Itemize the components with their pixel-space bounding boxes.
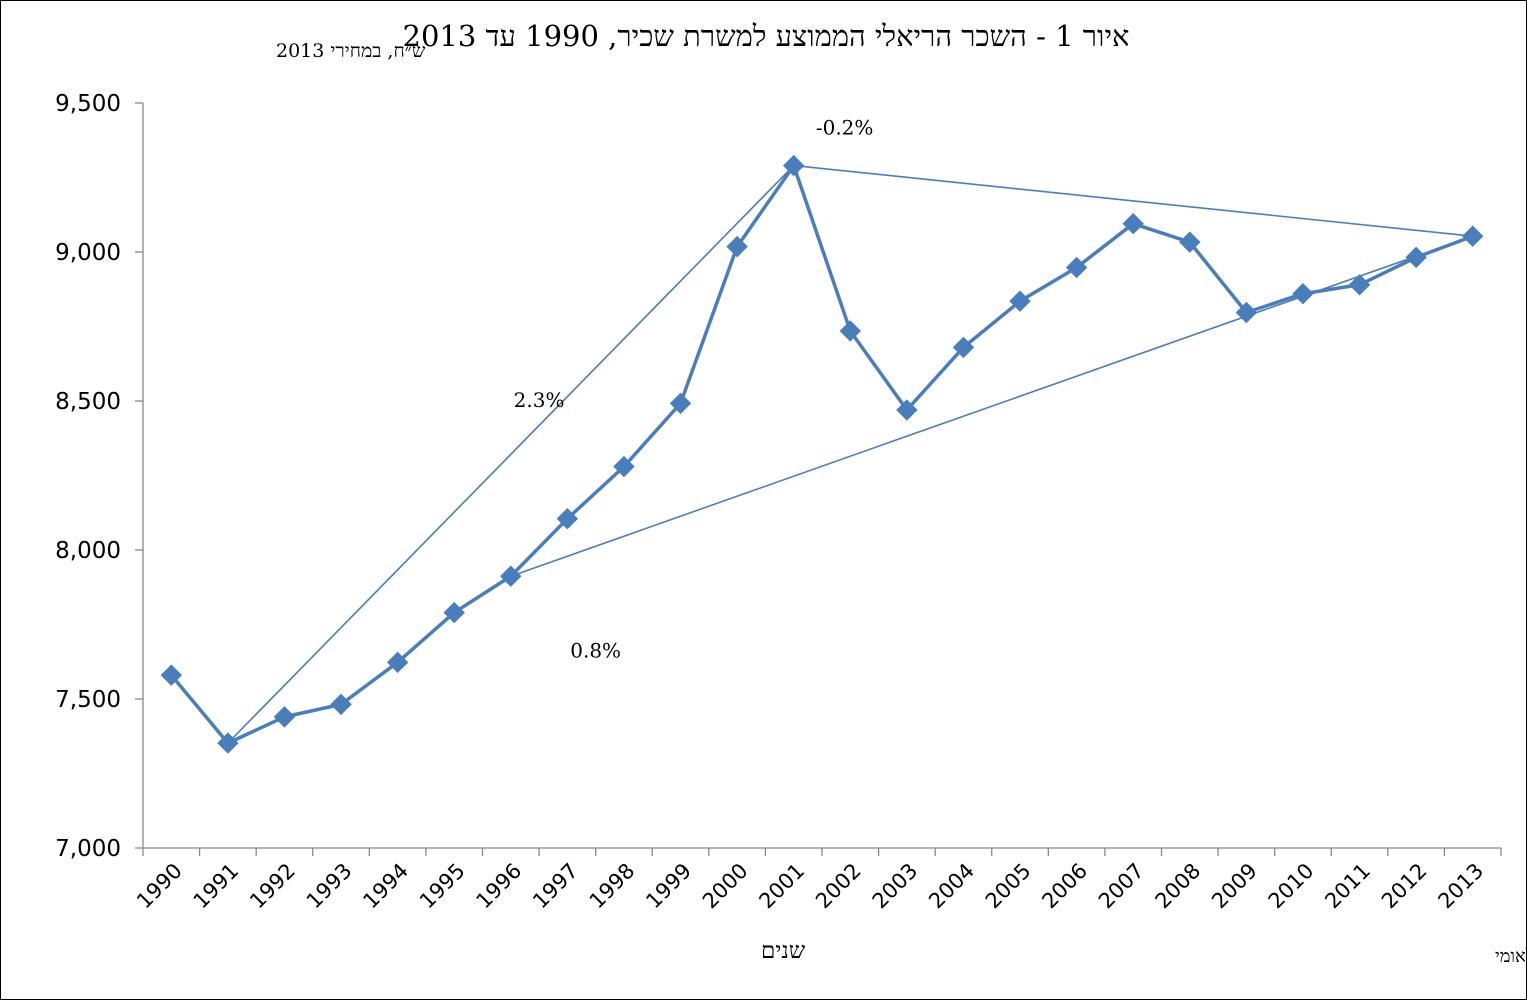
x-axis-title: שנים [761, 938, 806, 964]
x-tick-label: 1999 [641, 859, 696, 914]
x-tick-label: 1995 [415, 859, 470, 914]
data-point-marker [783, 154, 805, 177]
x-tick-label: 2004 [924, 859, 979, 914]
x-tick-label: 2008 [1151, 859, 1206, 914]
trend-lines [227, 164, 1473, 744]
x-tick-label: 1990 [132, 859, 187, 914]
chart-title: איור 1 - השכר הריאלי הממוצע למשרת שכיר, … [403, 19, 1130, 53]
trend-label: -0.2% [816, 115, 874, 139]
x-tick-label: 2011 [1320, 859, 1375, 914]
data-point-marker [443, 601, 465, 624]
data-point-marker [1235, 301, 1258, 324]
series-line [169, 163, 1474, 745]
data-point-marker [896, 399, 918, 421]
data-point-marker [160, 664, 182, 686]
x-tick-label: 1997 [528, 859, 583, 914]
x-tick-label: 1994 [358, 859, 413, 914]
x-tick-label: 2012 [1377, 859, 1432, 914]
trend-line [510, 235, 1473, 577]
data-point-marker [1122, 212, 1144, 235]
y-tick-label: 9,500 [55, 91, 121, 117]
data-point-marker [839, 320, 861, 342]
x-tick-label: 1996 [472, 859, 527, 914]
x-tick-label: 2006 [1037, 859, 1092, 914]
data-point-marker [330, 693, 352, 716]
data-point-marker [273, 706, 296, 728]
x-tick-label: 2005 [981, 859, 1036, 914]
x-tick-label: 1991 [189, 859, 244, 914]
data-point-marker [726, 235, 748, 258]
data-point-marker [1462, 225, 1484, 247]
x-tick-label: 2010 [1264, 859, 1319, 914]
data-point-marker [1179, 231, 1201, 253]
x-tick-label: 2000 [698, 859, 753, 914]
x-tick-label: 2007 [1094, 859, 1149, 914]
trend-label: 0.8% [570, 638, 621, 662]
data-point-marker [1292, 283, 1314, 305]
source-note: המקור : הלשכה המרכזית לסטטיסטיקה על סמך … [1495, 946, 1526, 967]
x-tick-label: 1993 [302, 859, 357, 914]
data-point-marker [500, 565, 522, 587]
y-tick-label: 7,500 [55, 687, 121, 713]
x-tick-label: 2002 [811, 859, 866, 914]
data-point-marker [217, 732, 239, 754]
x-tick-label: 2003 [868, 859, 923, 914]
data-point-marker [1009, 290, 1031, 312]
axes [135, 102, 1502, 856]
y-tick-label: 8,500 [55, 389, 121, 415]
x-tick-label: 1992 [245, 859, 300, 914]
data-point-marker [613, 455, 635, 478]
units-label: ש״ח, במחירי 2013 [276, 40, 426, 62]
data-series [160, 154, 1484, 754]
data-point-marker [556, 508, 579, 530]
y-tick-label: 8,000 [55, 538, 121, 564]
data-point-marker [952, 336, 975, 359]
trend-line [227, 165, 795, 744]
data-point-marker [669, 392, 692, 415]
data-point-marker [386, 651, 409, 674]
y-tick-label: 7,000 [55, 836, 121, 862]
data-point-marker [1405, 246, 1427, 269]
x-tick-label: 2013 [1433, 859, 1488, 914]
x-tick-label: 1998 [585, 859, 640, 914]
data-point-marker [1348, 274, 1371, 296]
y-tick-label: 9,000 [55, 240, 121, 266]
x-tick-label: 2009 [1207, 859, 1262, 914]
data-point-marker [1065, 256, 1088, 279]
x-tick-label: 2001 [754, 859, 809, 914]
trend-line [793, 164, 1473, 238]
annotations: 2.3% 0.8% -0.2% [514, 115, 874, 662]
trend-label: 2.3% [514, 388, 565, 412]
